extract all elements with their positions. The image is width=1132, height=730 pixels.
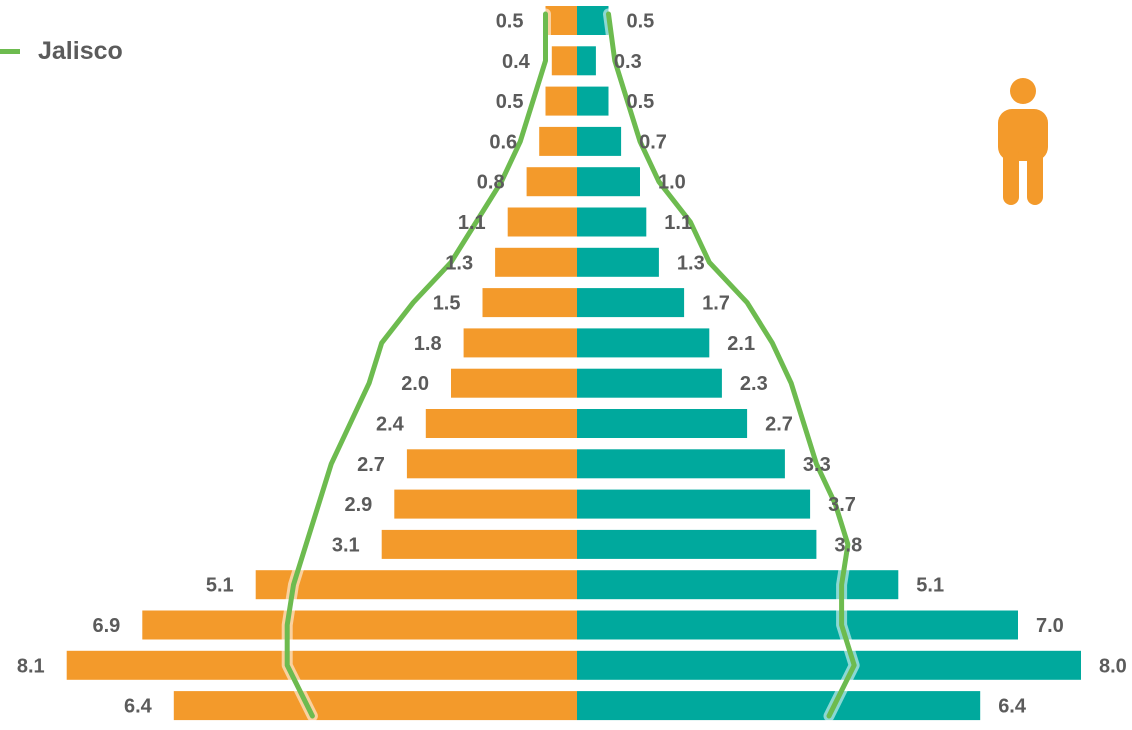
value-label-left: 2.4 bbox=[376, 414, 405, 436]
bar-left bbox=[66, 650, 577, 680]
bar-left bbox=[551, 46, 577, 76]
bar-left bbox=[526, 167, 577, 197]
value-label-right: 1.3 bbox=[677, 252, 705, 274]
state-line-left bbox=[284, 11, 548, 719]
bar-right bbox=[577, 207, 647, 237]
value-label-left: 2.9 bbox=[344, 494, 372, 516]
value-label-right: 2.7 bbox=[765, 414, 793, 436]
value-label-left: 3.1 bbox=[332, 534, 360, 556]
value-label-left: 6.4 bbox=[124, 696, 153, 718]
bar-right bbox=[577, 691, 981, 721]
bar-right bbox=[577, 650, 1081, 680]
bar-right bbox=[577, 46, 596, 76]
bar-left bbox=[507, 207, 577, 237]
bar-right bbox=[577, 409, 748, 438]
bar-left bbox=[255, 570, 577, 600]
value-label-left: 0.8 bbox=[477, 172, 505, 194]
value-label-right: 3.3 bbox=[803, 454, 831, 476]
bar-right bbox=[577, 247, 659, 277]
bar-right bbox=[577, 6, 609, 35]
bar-right bbox=[577, 86, 609, 116]
value-label-left: 6.9 bbox=[92, 615, 120, 637]
value-label-right: 3.7 bbox=[828, 494, 856, 516]
value-label-left: 0.5 bbox=[496, 11, 524, 33]
value-label-right: 0.5 bbox=[627, 11, 655, 33]
bar-left bbox=[451, 368, 577, 398]
bar-left bbox=[406, 449, 577, 479]
value-label-right: 2.1 bbox=[727, 333, 755, 355]
left-value-labels: 0.5 0.4 0.5 0.6 0.8 1.1 1.3 1.5 1.8 2.0 2.4 2.7 2.9 3… bbox=[17, 11, 531, 718]
bar-right bbox=[577, 570, 899, 600]
value-label-right: 1.0 bbox=[658, 172, 686, 194]
value-label-right: 5.1 bbox=[916, 575, 944, 597]
value-label-right: 0.3 bbox=[614, 51, 642, 73]
bar-left bbox=[545, 86, 577, 116]
value-label-left: 0.5 bbox=[496, 91, 524, 113]
bar-right bbox=[577, 368, 722, 398]
bar-left bbox=[425, 409, 577, 438]
value-label-right: 1.1 bbox=[664, 212, 692, 234]
value-label-left: 8.1 bbox=[17, 655, 45, 677]
value-label-right: 2.3 bbox=[740, 373, 768, 395]
legend-label: Jalisco bbox=[38, 36, 123, 65]
bar-left bbox=[381, 529, 577, 559]
value-label-left: 2.0 bbox=[401, 373, 429, 395]
state-line-series bbox=[281, 8, 860, 722]
right-bars bbox=[577, 6, 1081, 721]
value-label-right: 0.7 bbox=[639, 131, 667, 153]
bar-left bbox=[173, 691, 578, 721]
value-label-left: 2.7 bbox=[357, 454, 385, 476]
bar-left bbox=[463, 328, 577, 358]
value-label-left: 1.5 bbox=[433, 293, 461, 315]
bar-right bbox=[577, 288, 685, 318]
value-label-right: 8.0 bbox=[1099, 655, 1127, 677]
value-label-left: 0.4 bbox=[502, 51, 531, 73]
bar-right bbox=[577, 529, 817, 559]
person-icon bbox=[998, 78, 1048, 205]
state-line-right bbox=[606, 11, 857, 719]
value-label-left: 5.1 bbox=[206, 575, 234, 597]
legend-line-swatch bbox=[0, 48, 20, 54]
value-label-right: 7.0 bbox=[1036, 615, 1064, 637]
left-bars bbox=[66, 6, 578, 721]
bar-left bbox=[495, 247, 577, 277]
bar-left bbox=[539, 126, 577, 156]
value-label-right: 6.4 bbox=[998, 696, 1027, 718]
value-label-right: 1.7 bbox=[702, 293, 730, 315]
value-label-right: 3.8 bbox=[834, 534, 862, 556]
value-label-left: 1.1 bbox=[458, 212, 486, 234]
bar-left bbox=[394, 489, 577, 519]
bar-right bbox=[577, 167, 640, 197]
bar-right bbox=[577, 449, 785, 479]
bar-right bbox=[577, 126, 622, 156]
bar-left bbox=[482, 288, 577, 318]
bar-right bbox=[577, 610, 1018, 640]
bar-right bbox=[577, 328, 710, 358]
value-label-left: 1.3 bbox=[445, 252, 473, 274]
value-label-right: 0.5 bbox=[627, 91, 655, 113]
legend: Jalisco bbox=[0, 36, 123, 66]
value-label-left: 0.6 bbox=[489, 131, 517, 153]
value-label-left: 1.8 bbox=[414, 333, 442, 355]
right-value-labels: 0.5 0.3 0.5 0.7 1.0 1.1 1.3 1.7 2.1 2.3 2.7 3.3 3.7 3… bbox=[614, 11, 1127, 718]
bar-right bbox=[577, 489, 811, 519]
bar-left bbox=[142, 610, 578, 640]
